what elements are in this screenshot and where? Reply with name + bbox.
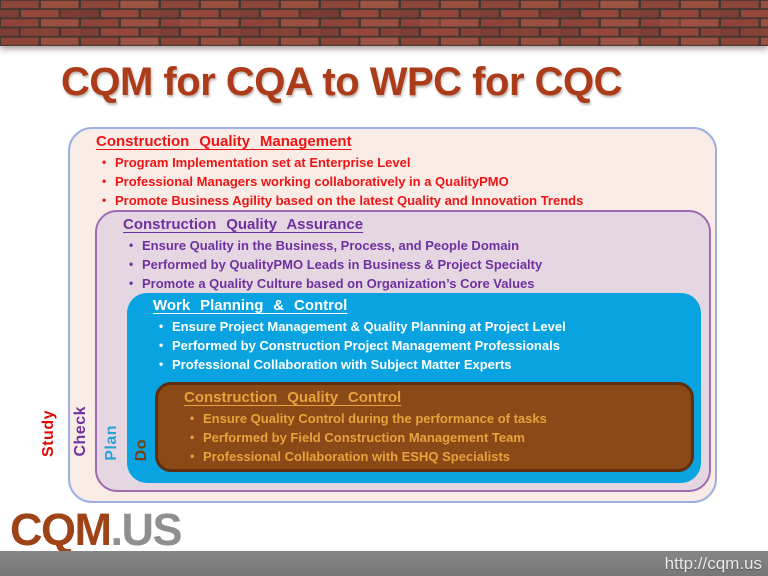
bullet-item: Ensure Quality Control during the perfor… <box>190 409 679 428</box>
cqa-bullet-list: Ensure Quality in the Business, Process,… <box>129 236 697 293</box>
bullet-item: Performed by Field Construction Manageme… <box>190 428 679 447</box>
cqm-content: Construction Quality Management Program … <box>70 129 715 210</box>
cqc-title: Construction Quality Control <box>184 389 402 406</box>
footer-url-link[interactable]: http://cqm.us <box>664 553 762 573</box>
bullet-item: Program Implementation set at Enterprise… <box>102 153 703 172</box>
box-construction-quality-control: Construction Quality Control Ensure Qual… <box>155 382 694 472</box>
bullet-item: Professional Managers working collaborat… <box>102 172 703 191</box>
brick-wall-image <box>0 0 768 46</box>
brick-wall-banner <box>0 0 768 46</box>
side-label-do: Do <box>133 438 150 461</box>
footer-bar: http://cqm.us <box>0 551 768 576</box>
bullet-item: Professional Collaboration with Subject … <box>159 355 689 374</box>
box-work-planning-and-control: Work Planning & Control Ensure Project M… <box>127 293 701 483</box>
bullet-item: Professional Collaboration with ESHQ Spe… <box>190 447 679 466</box>
cqa-content: Construction Quality Assurance Ensure Qu… <box>97 212 709 293</box>
bullet-item: Performed by Construction Project Manage… <box>159 336 689 355</box>
box-construction-quality-management: Construction Quality Management Program … <box>68 127 717 503</box>
logo-primary-text: CQM <box>10 503 112 555</box>
box-construction-quality-assurance: Construction Quality Assurance Ensure Qu… <box>95 210 711 492</box>
slide-title: CQM for CQA to WPC for CQC <box>61 60 623 104</box>
wpc-content: Work Planning & Control Ensure Project M… <box>127 293 701 374</box>
wpc-title: Work Planning & Control <box>153 297 348 314</box>
cqc-bullet-list: Ensure Quality Control during the perfor… <box>190 409 679 466</box>
logo-secondary-text: .US <box>110 503 183 555</box>
side-label-plan: Plan <box>103 425 120 461</box>
cqm-us-logo: CQM.US <box>10 507 183 552</box>
cqc-content: Construction Quality Control Ensure Qual… <box>158 385 691 466</box>
cqa-title: Construction Quality Assurance <box>123 216 364 233</box>
bullet-item: Promote Business Agility based on the la… <box>102 191 703 210</box>
bullet-item: Ensure Quality in the Business, Process,… <box>129 236 697 255</box>
bullet-item: Performed by QualityPMO Leads in Busines… <box>129 255 697 274</box>
cqm-title: Construction Quality Management <box>96 133 352 150</box>
wpc-bullet-list: Ensure Project Management & Quality Plan… <box>159 317 689 374</box>
bullet-item: Promote a Quality Culture based on Organ… <box>129 274 697 293</box>
cqm-bullet-list: Program Implementation set at Enterprise… <box>102 153 703 210</box>
bullet-item: Ensure Project Management & Quality Plan… <box>159 317 689 336</box>
side-label-check: Check <box>72 406 89 457</box>
side-label-study: Study <box>40 410 57 457</box>
